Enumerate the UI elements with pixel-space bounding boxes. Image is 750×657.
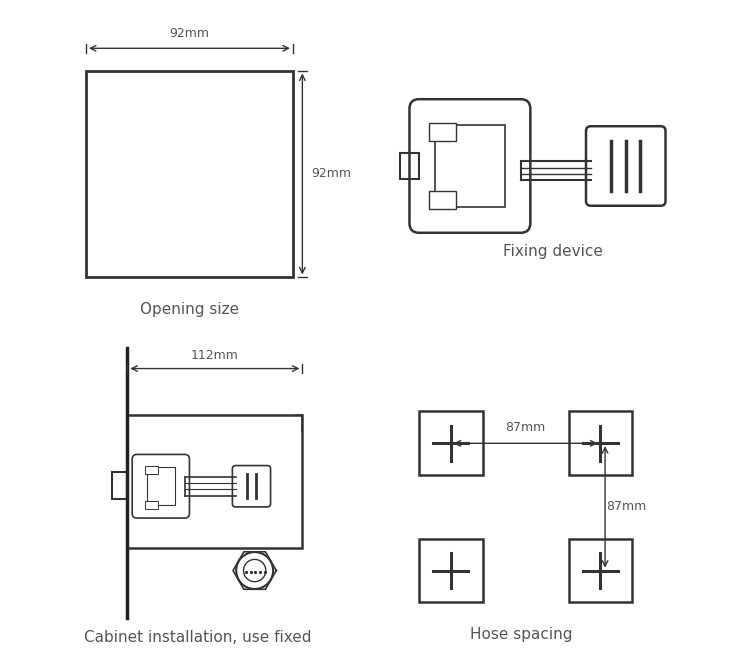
Bar bbox=[146, 467, 176, 505]
Bar bbox=[112, 472, 128, 499]
Bar bbox=[568, 411, 632, 475]
Text: Hose spacing: Hose spacing bbox=[470, 627, 572, 642]
Bar bbox=[568, 539, 632, 602]
Bar bbox=[145, 466, 158, 474]
Text: Fixing device: Fixing device bbox=[503, 244, 602, 260]
Text: Cabinet installation, use fixed: Cabinet installation, use fixed bbox=[84, 630, 311, 645]
Bar bbox=[400, 153, 419, 179]
Bar bbox=[435, 125, 505, 208]
Bar bbox=[419, 411, 482, 475]
Bar bbox=[428, 191, 455, 209]
Bar bbox=[145, 501, 158, 509]
Bar bbox=[428, 123, 455, 141]
Text: 92mm: 92mm bbox=[311, 168, 351, 181]
Text: 92mm: 92mm bbox=[170, 28, 209, 41]
Text: Opening size: Opening size bbox=[140, 302, 239, 317]
Bar bbox=[419, 539, 482, 602]
Text: 87mm: 87mm bbox=[606, 501, 646, 513]
Text: 112mm: 112mm bbox=[191, 350, 238, 362]
Bar bbox=[86, 70, 292, 277]
Bar bbox=[128, 415, 302, 549]
Text: 87mm: 87mm bbox=[506, 421, 546, 434]
